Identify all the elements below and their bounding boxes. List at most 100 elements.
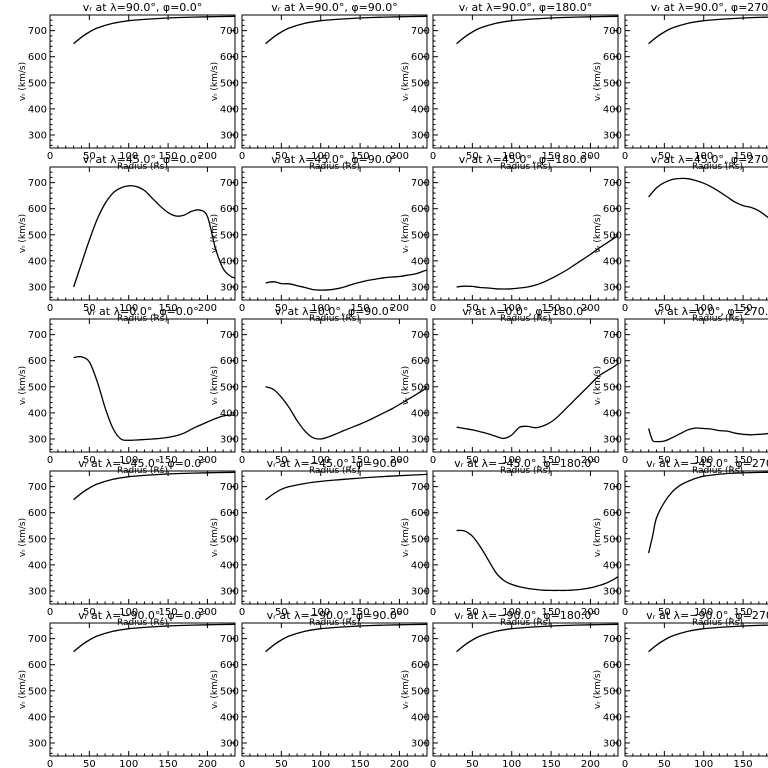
panel-title: vᵣ at λ=−45.0°, φ=180.0° bbox=[454, 457, 597, 470]
x-tick-label: 150 bbox=[734, 151, 753, 162]
x-tick-label: 100 bbox=[694, 455, 713, 466]
x-tick-label: 200 bbox=[198, 303, 217, 314]
y-tick-label: 500 bbox=[220, 78, 239, 89]
panel-title: vᵣ at λ=45.0°, φ=270.0° bbox=[651, 153, 768, 166]
x-tick-label: 50 bbox=[83, 455, 96, 466]
x-tick-label: 0 bbox=[239, 759, 245, 768]
y-tick-label: 400 bbox=[28, 408, 47, 419]
data-series-line bbox=[456, 15, 619, 45]
y-tick-label: 300 bbox=[28, 434, 47, 445]
y-tick-label: 400 bbox=[603, 560, 622, 571]
y-tick-label: 700 bbox=[411, 178, 430, 189]
panel: vᵣ at λ=45.0°, φ=90.0°0 50 100 150 200300400… bbox=[210, 153, 428, 324]
y-tick-label: 500 bbox=[603, 230, 622, 241]
plot-frame bbox=[241, 14, 428, 149]
plot-frame bbox=[241, 470, 428, 605]
panel-title: vᵣ at λ=−45.0°, φ=90.0° bbox=[267, 457, 403, 470]
y-tick-label: 500 bbox=[603, 78, 622, 89]
plot-frame bbox=[432, 470, 619, 605]
y-tick-label: 300 bbox=[411, 586, 430, 597]
y-tick-label: 600 bbox=[603, 660, 622, 671]
y-tick-label: 500 bbox=[411, 230, 430, 241]
y-axis-label: vᵣ (km/s) bbox=[593, 366, 603, 405]
x-tick-label: 0 bbox=[430, 455, 436, 466]
panel-title: vᵣ at λ=0.0°, φ=0.0° bbox=[86, 305, 199, 318]
x-tick-label: 50 bbox=[658, 303, 671, 314]
y-tick-label: 400 bbox=[220, 256, 239, 267]
y-axis-label: vᵣ (km/s) bbox=[18, 366, 28, 405]
x-tick-label: 0 bbox=[622, 455, 628, 466]
plot-frame bbox=[49, 622, 236, 757]
data-series-line bbox=[265, 269, 428, 291]
data-series-line bbox=[647, 471, 768, 554]
panel-title: vᵣ at λ=90.0°, φ=270.0° bbox=[651, 1, 768, 14]
x-tick-label: 50 bbox=[83, 759, 96, 768]
y-tick-label: 300 bbox=[28, 130, 47, 141]
y-axis-label: vᵣ (km/s) bbox=[210, 518, 220, 557]
y-tick-label: 600 bbox=[220, 356, 239, 367]
y-axis-label: vᵣ (km/s) bbox=[401, 366, 411, 405]
x-tick-label: 100 bbox=[311, 759, 330, 768]
panel-title: vᵣ at λ=−90.0°, φ=270.0° bbox=[646, 609, 768, 622]
y-tick-label: 600 bbox=[220, 204, 239, 215]
x-tick-label: 100 bbox=[502, 607, 521, 618]
x-tick-label: 0 bbox=[239, 607, 245, 618]
x-tick-label: 150 bbox=[159, 303, 178, 314]
y-tick-label: 300 bbox=[603, 586, 622, 597]
x-tick-label: 0 bbox=[239, 303, 245, 314]
data-series-line bbox=[265, 15, 428, 45]
y-tick-label: 300 bbox=[411, 738, 430, 749]
plot-frame bbox=[624, 622, 768, 757]
y-tick-label: 400 bbox=[220, 560, 239, 571]
x-tick-label: 150 bbox=[351, 607, 370, 618]
panel: vᵣ at λ=−90.0°, φ=270.0°0501001502003004… bbox=[593, 609, 768, 768]
x-tick-label: 200 bbox=[390, 455, 409, 466]
x-tick-label: 0 bbox=[430, 151, 436, 162]
y-tick-label: 400 bbox=[411, 256, 430, 267]
y-tick-label: 700 bbox=[411, 482, 430, 493]
y-tick-label: 600 bbox=[411, 356, 430, 367]
plot-frame bbox=[49, 14, 236, 149]
panel: vᵣ at λ=−45.0°, φ=90.0°0 50 100 150 20030040… bbox=[210, 457, 428, 628]
y-tick-label: 400 bbox=[28, 560, 47, 571]
plot-frame bbox=[624, 318, 768, 453]
x-tick-label: 100 bbox=[502, 759, 521, 768]
x-tick-label: 200 bbox=[581, 303, 600, 314]
y-tick-label: 600 bbox=[411, 508, 430, 519]
y-tick-label: 600 bbox=[28, 660, 47, 671]
y-tick-label: 400 bbox=[603, 712, 622, 723]
y-tick-label: 500 bbox=[220, 230, 239, 241]
x-tick-label: 100 bbox=[311, 607, 330, 618]
y-tick-label: 600 bbox=[603, 508, 622, 519]
panel: vᵣ at λ=0.0°, φ=270.0°050100150200300400… bbox=[593, 305, 768, 476]
x-tick-label: 150 bbox=[734, 759, 753, 768]
panel: vᵣ at λ=45.0°, φ=270.0°05010015020030040… bbox=[593, 153, 768, 324]
x-tick-label: 150 bbox=[351, 455, 370, 466]
y-axis-label: vᵣ (km/s) bbox=[210, 62, 220, 101]
y-tick-label: 300 bbox=[411, 434, 430, 445]
y-tick-label: 500 bbox=[603, 686, 622, 697]
y-tick-label: 300 bbox=[603, 130, 622, 141]
data-series-line bbox=[456, 362, 619, 440]
x-tick-label: 200 bbox=[198, 759, 217, 768]
y-axis-label: vᵣ (km/s) bbox=[593, 670, 603, 709]
x-tick-label: 150 bbox=[734, 303, 753, 314]
y-tick-label: 600 bbox=[603, 356, 622, 367]
plot-frame bbox=[241, 166, 428, 301]
y-tick-label: 500 bbox=[28, 382, 47, 393]
y-tick-label: 400 bbox=[411, 712, 430, 723]
y-tick-label: 500 bbox=[411, 534, 430, 545]
data-series-line bbox=[456, 235, 619, 290]
plot-frame bbox=[241, 622, 428, 757]
x-tick-label: 150 bbox=[734, 455, 753, 466]
x-tick-label: 150 bbox=[351, 303, 370, 314]
y-tick-label: 400 bbox=[220, 712, 239, 723]
plot-frame bbox=[432, 622, 619, 757]
x-tick-label: 150 bbox=[542, 759, 561, 768]
y-tick-label: 700 bbox=[603, 330, 622, 341]
y-tick-label: 500 bbox=[28, 534, 47, 545]
y-tick-label: 700 bbox=[28, 634, 47, 645]
x-tick-label: 50 bbox=[466, 607, 479, 618]
y-tick-label: 700 bbox=[603, 634, 622, 645]
y-tick-label: 600 bbox=[411, 660, 430, 671]
